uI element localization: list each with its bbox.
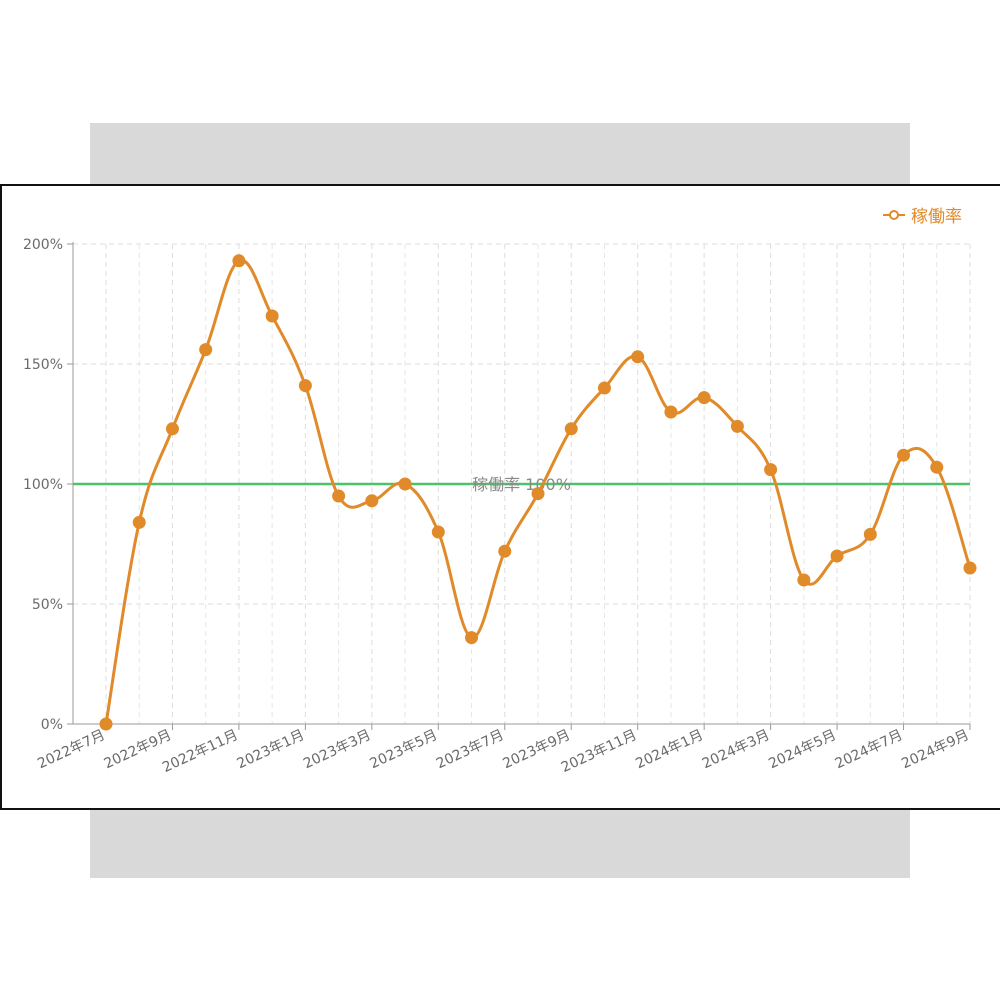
data-point [797,573,811,587]
data-point [764,463,778,477]
data-point [631,350,645,364]
data-point [930,460,944,474]
legend[interactable]: 稼働率 [883,202,962,227]
data-point [730,419,744,433]
data-point [165,422,179,436]
data-point [664,405,678,419]
data-point [531,487,545,501]
y-tick-label: 100% [23,477,63,493]
x-tick-label: 2023年1月 [235,727,308,772]
x-tick-label: 2022年11月 [160,727,241,776]
data-point [498,544,512,558]
background-band-top [90,123,910,185]
x-tick-label: 2023年7月 [434,727,507,772]
data-point [963,561,977,575]
x-tick-label: 2023年11月 [559,727,640,776]
y-tick-label: 0% [41,717,63,733]
x-tick-label: 2022年7月 [35,727,108,772]
x-tick-label: 2024年3月 [700,727,773,772]
reference-line-label: 稼働率 100% [472,475,571,494]
chart-frame: 稼働率 0% 50% 100% 150% 200% 2022年7月 2022年9月 2022年… [0,184,1000,810]
data-point [298,379,312,393]
data-point [897,448,911,462]
y-tick-label: 150% [23,357,63,373]
y-tick-label: 200% [23,237,63,253]
data-point [863,527,877,541]
x-tick-label: 2024年1月 [633,727,706,772]
data-point [199,343,213,357]
data-point [232,254,246,268]
legend-line-marker-icon [883,209,905,220]
x-tick-label: 2024年7月 [833,727,906,772]
x-tick-label: 2024年9月 [899,727,972,772]
line-chart: 0%50%100%150%200%2022年7月2022年9月2022年11月2… [23,237,977,776]
data-point [830,549,844,563]
data-point [132,515,146,529]
data-point [465,631,479,645]
x-tick-label: 2024年5月 [766,727,839,772]
data-point [431,525,445,539]
data-point [564,422,578,436]
data-point [697,391,711,405]
data-point [332,489,346,503]
data-point [597,381,611,395]
data-point [365,494,379,508]
series-line [104,258,972,725]
legend-label: 稼働率 [911,207,962,227]
x-tick-label: 2023年3月 [301,727,374,772]
data-point [265,309,279,323]
y-tick-label: 50% [32,597,63,613]
x-tick-label: 2023年5月 [367,727,440,772]
data-point [398,477,412,491]
background-band-bottom [90,808,910,878]
data-point [99,717,113,731]
